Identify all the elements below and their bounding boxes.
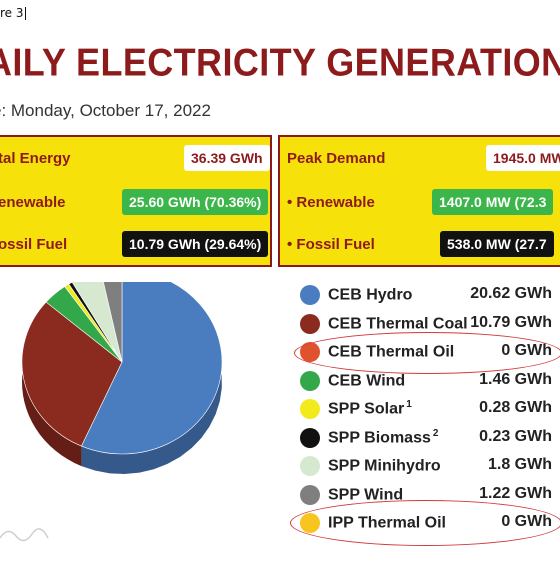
- figure-caption: re 3: [0, 6, 26, 20]
- summary-value: 10.79 GWh (29.64%): [122, 231, 269, 257]
- legend-item: CEB Thermal Coal 10.79 GWh: [296, 310, 560, 339]
- pie-slice-ceb-thermal-coal: [21, 301, 123, 447]
- legend-swatch: [300, 484, 320, 505]
- summary-label: enewable: [0, 194, 66, 211]
- pie-slice-spp-minihydro: [71, 282, 123, 363]
- legend-value: 0.23 GWh: [479, 427, 552, 445]
- legend-value: 20.62 GWh: [470, 285, 552, 302]
- legend-swatch: [300, 399, 320, 419]
- report-date: e: Monday, October 17, 2022: [0, 101, 211, 120]
- summary-row-total-energy: tal Energy 36.39 GWh: [0, 139, 270, 179]
- legend-label: CEB Thermal Oil: [328, 343, 455, 361]
- summary-row-fossil-fuel-mw: • Fossil Fuel 538.0 MW (27.7: [280, 225, 560, 265]
- figure-caption-text: re 3: [0, 6, 24, 20]
- summary-label: • Renewable: [287, 194, 375, 211]
- summary-row-peak-demand: Peak Demand 1945.0 MW: [280, 139, 560, 179]
- logo-wave-icon: [0, 528, 49, 542]
- pie-legend: CEB Hydro 20.62 GWh CEB Thermal Coal 10.79…: [296, 281, 560, 538]
- summary-value: 538.0 MW (27.7: [440, 231, 554, 257]
- energy-summary-panel: tal Energy 36.39 GWh enewable 25.60 GWh …: [0, 135, 272, 267]
- legend-item: SPP Wind 1.22 GWh: [296, 481, 560, 510]
- legend-swatch: [300, 285, 320, 305]
- legend-value: 1.8 GWh: [487, 456, 552, 473]
- summary-value: 25.60 GWh (70.36%): [122, 189, 269, 215]
- legend-swatch: [300, 313, 320, 334]
- legend-label: SPP Solar 1: [328, 399, 412, 418]
- legend-value: 1.46 GWh: [479, 370, 552, 388]
- legend-swatch: [300, 370, 320, 391]
- summary-row-renewable: enewable 25.60 GWh (70.36%): [0, 183, 270, 223]
- text-cursor: [24, 7, 26, 20]
- peak-demand-panel: Peak Demand 1945.0 MW • Renewable 1407.0…: [278, 135, 560, 267]
- legend-label: CEB Thermal Coal: [328, 314, 468, 332]
- legend-label: SPP Biomass 2: [328, 427, 439, 446]
- pie-slice-side-ceb-thermal-coal: [22, 302, 82, 467]
- summary-value: 36.39 GWh: [184, 145, 270, 171]
- legend-label: CEB Wind: [328, 371, 406, 389]
- legend-swatch: [300, 427, 320, 448]
- generation-pie-chart: [21, 282, 223, 474]
- legend-value: 0 GWh: [501, 513, 552, 530]
- summary-label: • Fossil Fuel: [287, 236, 375, 253]
- legend-item: CEB Hydro 20.62 GWh: [296, 281, 560, 310]
- legend-swatch: [300, 342, 320, 362]
- legend-swatch: [300, 456, 320, 476]
- legend-value: 1.22 GWh: [479, 484, 552, 502]
- legend-item: IPP Thermal Oil 0 GWh: [296, 509, 560, 538]
- pie-slice-ceb-hydro: [81, 282, 223, 455]
- legend-label: SPP Minihydro: [328, 457, 441, 475]
- legend-value: 0.28 GWh: [479, 399, 552, 416]
- page-title: AILY ELECTRICITY GENERATION: [0, 40, 560, 85]
- summary-label: ossil Fuel: [0, 236, 68, 253]
- summary-row-fossil-fuel: ossil Fuel 10.79 GWh (29.64%): [0, 225, 270, 265]
- legend-label: CEB Hydro: [328, 286, 413, 304]
- summary-value: 1945.0 MW: [486, 145, 560, 171]
- legend-item: SPP Biomass 2 0.23 GWh: [296, 424, 560, 453]
- legend-label: IPP Thermal Oil: [328, 514, 446, 532]
- summary-label: Peak Demand: [287, 150, 386, 167]
- pie-slice-spp-wind: [103, 282, 123, 363]
- legend-value: 10.79 GWh: [470, 313, 552, 331]
- legend-item: SPP Minihydro 1.8 GWh: [296, 452, 560, 481]
- legend-item: SPP Solar 1 0.28 GWh: [296, 395, 560, 424]
- legend-label: SPP Wind: [328, 485, 404, 503]
- legend-item: CEB Wind 1.46 GWh: [296, 367, 560, 396]
- summary-row-renewable-mw: • Renewable 1407.0 MW (72.3: [280, 183, 560, 223]
- pie-slice-side-ceb-hydro: [81, 282, 222, 474]
- legend-item: CEB Thermal Oil 0 GWh: [296, 338, 560, 367]
- summary-label: tal Energy: [0, 150, 71, 167]
- legend-value: 0 GWh: [501, 342, 552, 359]
- legend-swatch: [300, 513, 320, 533]
- summary-value: 1407.0 MW (72.3: [432, 189, 554, 215]
